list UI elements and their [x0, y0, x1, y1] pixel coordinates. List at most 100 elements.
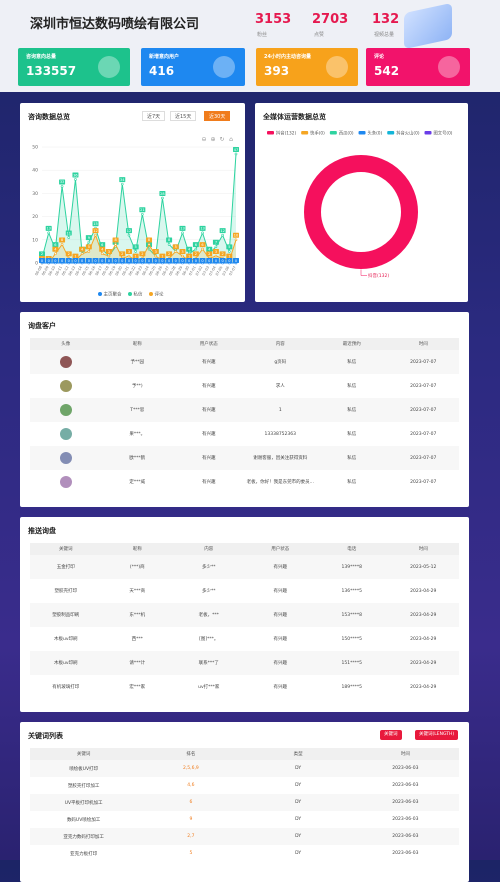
- range-button[interactable]: 近15天: [170, 111, 197, 121]
- table-cell: 2023-06-03: [392, 817, 419, 822]
- data-label: 2: [208, 252, 210, 256]
- x-tick-label: 06-09: [41, 266, 50, 277]
- table-cell: 4,6: [187, 783, 195, 788]
- data-label-bg: [85, 244, 92, 250]
- toolbar-icon[interactable]: ↻: [219, 136, 224, 143]
- data-label-bg: [132, 253, 139, 259]
- data-label-bg: [65, 251, 72, 257]
- table-cell: 2023-04-29: [410, 588, 437, 594]
- stat-card: 咨询意向总量 133557: [18, 48, 130, 86]
- table-cell: DY: [295, 851, 302, 856]
- data-label: 13: [46, 227, 50, 231]
- avatar: [59, 356, 72, 368]
- table-cell: 有兴趣: [173, 350, 245, 374]
- table-cell: DY: [244, 760, 352, 777]
- legend-swatch: [301, 131, 309, 135]
- data-point: [174, 250, 178, 253]
- data-label: 6: [54, 243, 56, 247]
- data-label-bg: [233, 146, 239, 152]
- data-label: 0: [141, 259, 143, 263]
- page: {"header":{"title":"深圳市恒达数码喷绘有限公司","stat…: [0, 0, 500, 860]
- data-label: 1: [188, 254, 190, 258]
- avatar-cell: [30, 374, 102, 398]
- data-label: 0: [188, 259, 190, 263]
- legend-swatch: [358, 131, 366, 135]
- legend-swatch: [424, 131, 432, 135]
- column-header: 排名: [137, 748, 245, 760]
- slice-label: 抖音(132): [368, 272, 389, 279]
- data-point: [181, 254, 184, 258]
- data-label: 1: [228, 254, 230, 258]
- toolbar-icon[interactable]: ⊖: [201, 136, 206, 143]
- toolbar-icon[interactable]: ⊕: [210, 136, 215, 143]
- panel: 推送询盘关键词 昵称 内容 用户状态 电话 时间 五金打印 (***)商 多少** 有兴趣 139*…: [20, 517, 469, 712]
- data-label-bg: [125, 228, 132, 234]
- data-point: [67, 236, 71, 239]
- column-header: 内容: [244, 338, 316, 350]
- table-cell: 2023-07-07: [410, 431, 437, 437]
- data-label: 8: [114, 238, 116, 242]
- data-point: [134, 250, 137, 253]
- data-label-bg: [105, 258, 112, 263]
- x-tick-label: 07-03: [202, 266, 211, 277]
- card-icon: [213, 56, 235, 78]
- data-label: 0: [88, 259, 90, 263]
- column-header: 时间: [351, 748, 459, 760]
- table-cell: g页码: [244, 350, 316, 374]
- data-label-bg: [139, 258, 146, 263]
- action-button[interactable]: 关键词(LENGTH): [415, 730, 459, 740]
- card-value: 416: [149, 64, 175, 78]
- data-label-bg: [72, 258, 79, 263]
- range-button[interactable]: 近7天: [142, 111, 166, 121]
- data-label-bg: [92, 221, 99, 227]
- data-table: 关键词 昵称 内容 用户状态 电话 时间 五金打印 (***)商 多少** 有兴趣 139****8…: [30, 543, 459, 699]
- data-label: 4: [101, 248, 104, 252]
- avatar-cell: [30, 422, 102, 446]
- data-label-bg: [85, 235, 92, 241]
- action-button[interactable]: 关键词: [380, 730, 402, 740]
- data-label: 1: [74, 254, 76, 258]
- table-cell: 私信: [316, 350, 388, 374]
- toolbar-icon[interactable]: ⌂: [229, 136, 233, 143]
- table-cell: 木板uv印刷: [30, 651, 102, 675]
- decor-icon: [404, 2, 452, 50]
- data-label: 0: [68, 259, 70, 263]
- data-label: 0: [215, 259, 217, 263]
- data-point: [60, 243, 64, 246]
- data-label: 0: [201, 259, 203, 263]
- table-cell: 谢谢客服，因关注获得资料: [244, 446, 316, 470]
- table-cell: 有兴趣: [202, 432, 216, 437]
- column-header: 关键词: [30, 748, 138, 760]
- line-chart: ⊖ ⊕ ↻ ⌂0102030405006-0806-0906-1006-1106-12…: [32, 136, 239, 298]
- card-icon: [326, 56, 348, 78]
- data-label: 12: [127, 229, 131, 233]
- data-label-bg: [186, 258, 193, 263]
- column-header: 用户状态: [173, 338, 245, 350]
- table-cell: 东***机: [101, 603, 173, 627]
- table-row: T***思 有兴趣 1 私信 2023-07-07: [30, 398, 459, 422]
- card-icon: [438, 56, 460, 78]
- panel: 询盘客户 头像 昵称 用户状态 内容 最近预约 时间 予**园 有兴趣 g页码 私信 2023-07-…: [20, 312, 469, 507]
- data-label: 0: [121, 259, 123, 263]
- header-row: 头像 昵称 用户状态 内容 最近预约 时间: [30, 338, 459, 350]
- table-cell: 2023-06-03: [351, 828, 459, 845]
- table-cell: 多少**: [173, 555, 245, 579]
- table-cell: 予**园: [101, 350, 173, 374]
- table-cell: DY: [244, 794, 352, 811]
- data-label: 12: [220, 229, 224, 233]
- data-label-bg: [159, 258, 166, 263]
- data-label: 0: [61, 259, 63, 263]
- table-cell: DY: [244, 828, 352, 845]
- legend-label: 私信: [134, 291, 143, 298]
- range-button[interactable]: 近30天: [204, 111, 231, 121]
- legend-label: 快手(0): [310, 129, 325, 136]
- table-cell: UV平板打印机加工: [30, 794, 138, 811]
- data-label-bg: [226, 258, 233, 263]
- data-point: [60, 185, 64, 188]
- table-row: 亚克力板打印 5 DY 2023-06-03: [30, 845, 459, 862]
- panel-title: 推送询盘: [28, 527, 56, 535]
- x-tick-label: 06-19: [108, 266, 117, 277]
- table-cell: 多少**: [202, 589, 216, 594]
- data-label-bg: [59, 258, 66, 263]
- data-label: 3: [155, 250, 157, 254]
